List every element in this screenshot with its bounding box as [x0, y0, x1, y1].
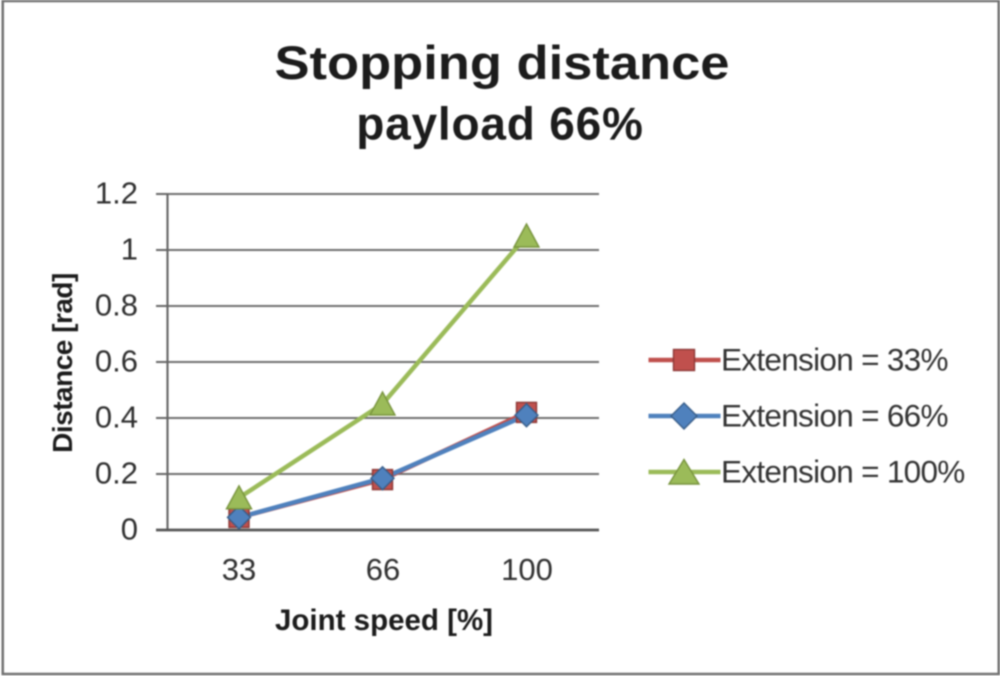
svg-text:33: 33	[222, 552, 256, 587]
svg-text:0.8: 0.8	[95, 288, 138, 323]
svg-text:Extension = 100%: Extension = 100%	[721, 454, 965, 490]
svg-text:66: 66	[366, 552, 400, 587]
svg-text:payload 66%: payload 66%	[356, 98, 643, 150]
svg-text:Distance [rad]: Distance [rad]	[47, 273, 78, 453]
svg-text:1: 1	[121, 232, 138, 267]
svg-text:Joint speed [%]: Joint speed [%]	[275, 604, 493, 637]
svg-text:Extension = 66%: Extension = 66%	[721, 398, 948, 434]
svg-text:0.4: 0.4	[95, 400, 138, 435]
svg-text:100: 100	[501, 552, 553, 587]
svg-text:0.2: 0.2	[95, 456, 138, 491]
svg-text:Stopping distance: Stopping distance	[275, 36, 730, 89]
svg-text:0: 0	[121, 512, 138, 547]
svg-text:0.6: 0.6	[95, 344, 138, 379]
svg-text:1.2: 1.2	[95, 176, 138, 211]
svg-text:Extension = 33%: Extension = 33%	[721, 342, 948, 378]
